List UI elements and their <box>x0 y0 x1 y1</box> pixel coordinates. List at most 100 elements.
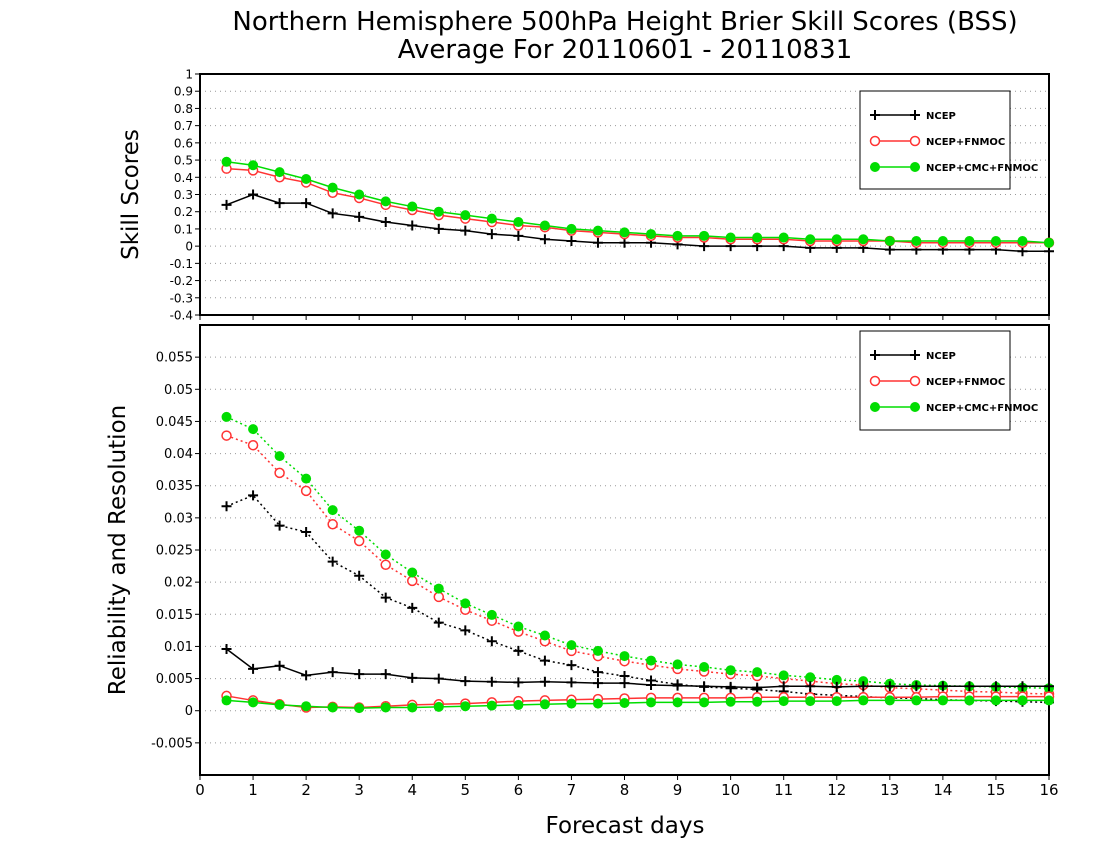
data-point <box>274 167 285 178</box>
data-point <box>353 535 365 547</box>
data-point <box>1044 681 1054 692</box>
data-point <box>805 696 816 707</box>
data-point <box>805 234 816 245</box>
data-point <box>221 199 232 210</box>
data-point <box>1044 695 1054 706</box>
series-ncep-fnmoc-solid <box>221 690 1055 713</box>
skill-scores-panel: -0.4 -0.3 -0.2 -0.1 0 0.1 0.2 0.3 0.4 0.5 0.6 0.7 0.… <box>118 68 1055 323</box>
data-point <box>752 682 763 693</box>
data-point <box>1044 237 1054 248</box>
data-point <box>592 645 603 656</box>
data-point <box>486 229 497 240</box>
data-point <box>354 570 365 581</box>
data-point <box>433 223 444 234</box>
data-point <box>380 549 391 560</box>
series-ncep-solid <box>221 644 1054 693</box>
x-tick-label: 9 <box>673 781 683 799</box>
x-tick-label: 0 <box>195 781 205 799</box>
data-point <box>646 229 657 240</box>
data-point <box>460 701 471 712</box>
series-line <box>226 494 1050 704</box>
data-point <box>486 609 497 620</box>
data-point <box>274 451 285 462</box>
data-point <box>858 234 869 245</box>
data-point <box>1017 681 1028 692</box>
legend-label: NCEP <box>926 111 956 122</box>
y-tick-label: 0.4 <box>174 171 193 185</box>
data-point <box>646 697 657 708</box>
data-point <box>380 702 391 713</box>
legend-marker <box>910 402 920 412</box>
data-point <box>805 672 816 683</box>
data-point <box>513 699 524 710</box>
data-point <box>221 501 232 512</box>
data-point <box>619 237 630 248</box>
legend-marker <box>870 162 880 172</box>
data-point <box>433 206 444 217</box>
data-point <box>354 669 365 680</box>
data-point <box>884 695 895 706</box>
data-point <box>248 663 259 674</box>
data-point <box>672 697 683 708</box>
data-point <box>566 235 577 246</box>
legend-label: NCEP+CMC+FNMOC <box>926 403 1038 414</box>
data-point <box>566 677 577 688</box>
data-point <box>964 681 975 692</box>
data-point <box>592 667 603 678</box>
series-ncep-fnmoc-dotted <box>221 430 1055 700</box>
y-tick-label: 0.025 <box>156 544 193 559</box>
series-ncep-solid <box>221 189 1054 257</box>
data-point <box>433 591 445 603</box>
plot-frame <box>199 73 1050 316</box>
x-tick-label: 11 <box>774 781 793 799</box>
data-point <box>327 667 338 678</box>
legend-marker <box>870 350 880 360</box>
data-point <box>831 234 842 245</box>
data-point <box>778 232 789 243</box>
chart-title-line2: Average For 20110601 - 20110831 <box>398 35 853 65</box>
data-point <box>619 698 630 708</box>
data-point <box>327 182 338 193</box>
data-point <box>592 678 603 689</box>
x-tick-label: 4 <box>407 781 417 799</box>
data-point <box>407 201 418 212</box>
data-point <box>354 189 365 200</box>
data-point <box>407 575 418 587</box>
data-point <box>566 223 577 234</box>
y-tick-label: 0.2 <box>174 205 193 219</box>
data-point <box>274 520 285 531</box>
data-point <box>433 673 444 684</box>
y-tick-label: 0.005 <box>156 672 193 687</box>
series-line <box>226 416 1050 689</box>
data-point <box>592 225 603 236</box>
y-tick-label: 1 <box>185 68 193 82</box>
data-point <box>566 640 577 651</box>
y-tick-label: 0.04 <box>164 447 193 462</box>
data-point <box>884 681 895 692</box>
data-point <box>407 602 418 613</box>
data-point <box>513 621 524 632</box>
data-point <box>539 234 550 245</box>
y-tick-label: -0.1 <box>170 257 193 271</box>
y-tick-label: 0.8 <box>174 102 193 116</box>
y-tick-label: 0.5 <box>174 154 193 168</box>
data-point <box>513 645 524 656</box>
y-tick-label: -0.005 <box>151 736 193 751</box>
data-point <box>725 681 736 692</box>
data-point <box>1017 246 1028 257</box>
data-point <box>274 198 285 209</box>
legend: NCEP NCEP+FNMOC NCEP+CMC+FNMOC <box>859 330 1038 431</box>
data-point <box>911 235 922 246</box>
data-point <box>805 681 816 692</box>
data-point <box>699 681 710 692</box>
data-point <box>592 237 603 248</box>
data-point <box>884 235 895 246</box>
y-tick-label: 0.6 <box>174 136 193 150</box>
data-point <box>486 700 497 711</box>
data-point <box>778 670 789 681</box>
chart-title-line1: Northern Hemisphere 500hPa Height Brier … <box>232 7 1017 37</box>
data-point <box>247 439 259 451</box>
data-point <box>672 680 683 691</box>
data-point <box>672 230 683 241</box>
y-tick-label: -0.2 <box>170 274 193 288</box>
